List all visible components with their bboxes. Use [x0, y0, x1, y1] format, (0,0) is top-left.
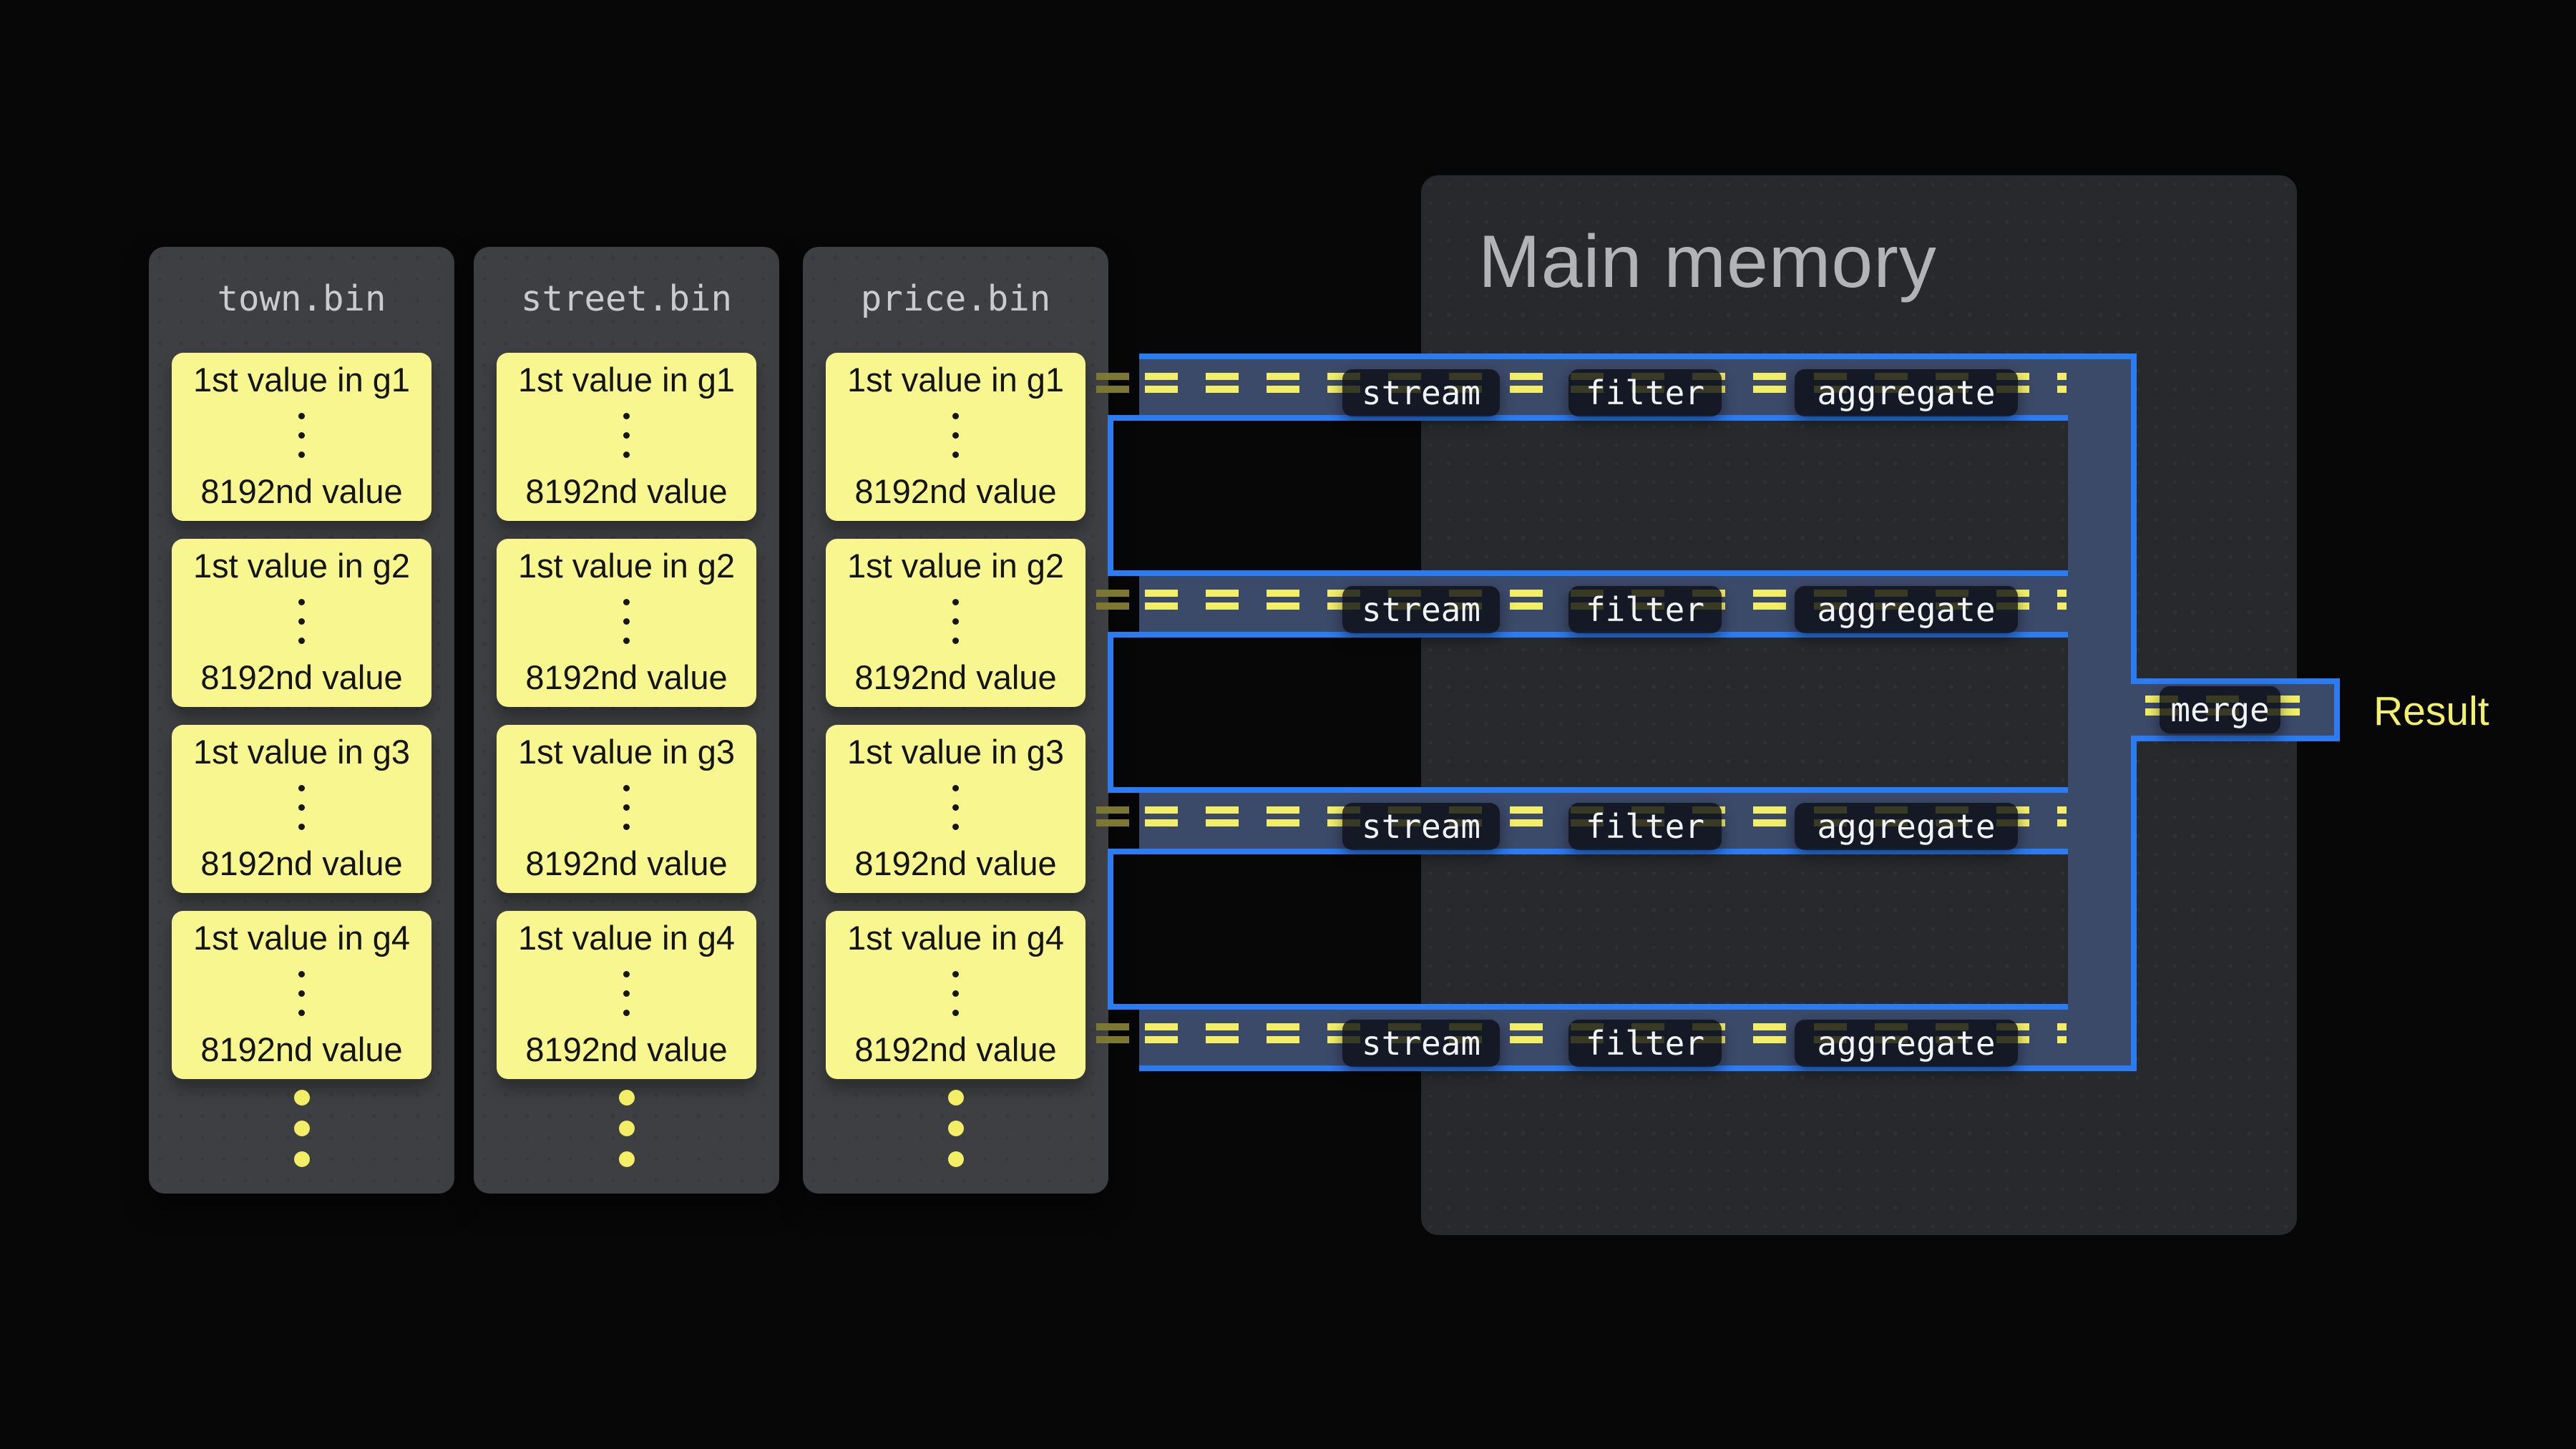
stream-dashes-stub	[1096, 1004, 1133, 1071]
group-last-value: 8192nd value	[200, 658, 403, 696]
group-last-value: 8192nd value	[854, 658, 1057, 696]
vertical-ellipsis-icon	[952, 413, 959, 458]
value-group-block: 1st value in g3 8192nd value	[497, 725, 756, 893]
value-group-block: 1st value in g2 8192nd value	[826, 539, 1085, 707]
group-last-value: 8192nd value	[200, 844, 403, 882]
merge-output-bar: merge	[2131, 678, 2340, 741]
group-first-value: 1st value in g2	[847, 547, 1065, 585]
stream-dashes-stub	[1096, 353, 1133, 421]
pipeline-row-1: stream filter aggregate	[1139, 353, 2068, 421]
file-name-price: price.bin	[860, 278, 1051, 319]
vertical-ellipsis-icon	[298, 785, 305, 830]
vertical-ellipsis-icon	[298, 971, 305, 1016]
group-first-value: 1st value in g4	[517, 919, 736, 957]
group-first-value: 1st value in g3	[192, 733, 411, 771]
collector-channel	[2068, 353, 2137, 1071]
pipeline-row-4: stream filter aggregate	[1139, 1004, 2068, 1071]
value-group-block: 1st value in g1 8192nd value	[497, 353, 756, 521]
filter-op-box: filter	[1568, 1020, 1722, 1067]
group-first-value: 1st value in g1	[847, 361, 1065, 399]
more-groups-ellipsis-icon	[803, 1090, 1108, 1167]
pipeline-row-2: stream filter aggregate	[1139, 570, 2068, 638]
stream-dashes-stub	[1096, 570, 1133, 638]
pipeline-loop-outline	[1108, 849, 2074, 1010]
vertical-ellipsis-icon	[623, 599, 630, 644]
value-group-block: 1st value in g1 8192nd value	[172, 353, 431, 521]
group-first-value: 1st value in g4	[192, 919, 411, 957]
file-name-street: street.bin	[520, 278, 732, 319]
stream-dashes-stub	[1096, 787, 1133, 854]
stream-op-box: stream	[1342, 369, 1500, 416]
pipeline-loop-outline	[1108, 632, 2074, 793]
value-group-block: 1st value in g4 8192nd value	[497, 911, 756, 1079]
collector-channel-border	[2131, 741, 2137, 1071]
value-group-list: 1st value in g1 8192nd value 1st value i…	[172, 353, 431, 1097]
group-last-value: 8192nd value	[525, 844, 728, 882]
value-group-list: 1st value in g1 8192nd value 1st value i…	[826, 353, 1085, 1097]
file-name-town: town.bin	[217, 278, 386, 319]
aggregate-op-box: aggregate	[1795, 803, 2018, 850]
value-group-block: 1st value in g3 8192nd value	[172, 725, 431, 893]
stream-op-box: stream	[1342, 586, 1500, 633]
vertical-ellipsis-icon	[623, 785, 630, 830]
group-last-value: 8192nd value	[854, 844, 1057, 882]
file-panel-price: price.bin 1st value in g1 8192nd value 1…	[803, 247, 1108, 1194]
more-groups-ellipsis-icon	[474, 1090, 779, 1167]
stream-op-box: stream	[1342, 803, 1500, 850]
value-group-block: 1st value in g4 8192nd value	[826, 911, 1085, 1079]
group-first-value: 1st value in g4	[847, 919, 1065, 957]
vertical-ellipsis-icon	[952, 971, 959, 1016]
value-group-block: 1st value in g1 8192nd value	[826, 353, 1085, 521]
stream-op-box: stream	[1342, 1020, 1500, 1067]
collector-channel-border	[2131, 353, 2137, 678]
group-first-value: 1st value in g3	[517, 733, 736, 771]
group-first-value: 1st value in g1	[517, 361, 736, 399]
group-last-value: 8192nd value	[525, 472, 728, 510]
vertical-ellipsis-icon	[623, 971, 630, 1016]
aggregate-op-box: aggregate	[1795, 586, 2018, 633]
vertical-ellipsis-icon	[623, 413, 630, 458]
aggregate-op-box: aggregate	[1795, 369, 2018, 416]
vertical-ellipsis-icon	[298, 599, 305, 644]
more-groups-ellipsis-icon	[149, 1090, 454, 1167]
filter-op-box: filter	[1568, 369, 1722, 416]
value-group-block: 1st value in g4 8192nd value	[172, 911, 431, 1079]
value-group-block: 1st value in g2 8192nd value	[172, 539, 431, 707]
value-group-list: 1st value in g1 8192nd value 1st value i…	[497, 353, 756, 1097]
group-last-value: 8192nd value	[525, 1030, 728, 1068]
file-panel-street: street.bin 1st value in g1 8192nd value …	[474, 247, 779, 1194]
vertical-ellipsis-icon	[298, 413, 305, 458]
vertical-ellipsis-icon	[952, 599, 959, 644]
vertical-ellipsis-icon	[952, 785, 959, 830]
main-memory-title: Main memory	[1478, 220, 1937, 303]
value-group-block: 1st value in g2 8192nd value	[497, 539, 756, 707]
group-first-value: 1st value in g3	[847, 733, 1065, 771]
group-first-value: 1st value in g2	[192, 547, 411, 585]
pipeline-loop-outline	[1108, 415, 2074, 576]
group-first-value: 1st value in g1	[192, 361, 411, 399]
group-last-value: 8192nd value	[854, 1030, 1057, 1068]
group-last-value: 8192nd value	[200, 1030, 403, 1068]
group-first-value: 1st value in g2	[517, 547, 736, 585]
filter-op-box: filter	[1568, 586, 1722, 633]
group-last-value: 8192nd value	[200, 472, 403, 510]
filter-op-box: filter	[1568, 803, 1722, 850]
group-last-value: 8192nd value	[525, 658, 728, 696]
aggregate-op-box: aggregate	[1795, 1020, 2018, 1067]
pipeline-row-3: stream filter aggregate	[1139, 787, 2068, 854]
merge-op-box: merge	[2160, 686, 2280, 733]
value-group-block: 1st value in g3 8192nd value	[826, 725, 1085, 893]
file-panel-town: town.bin 1st value in g1 8192nd value 1s…	[149, 247, 454, 1194]
result-label: Result	[2373, 688, 2489, 734]
group-last-value: 8192nd value	[854, 472, 1057, 510]
